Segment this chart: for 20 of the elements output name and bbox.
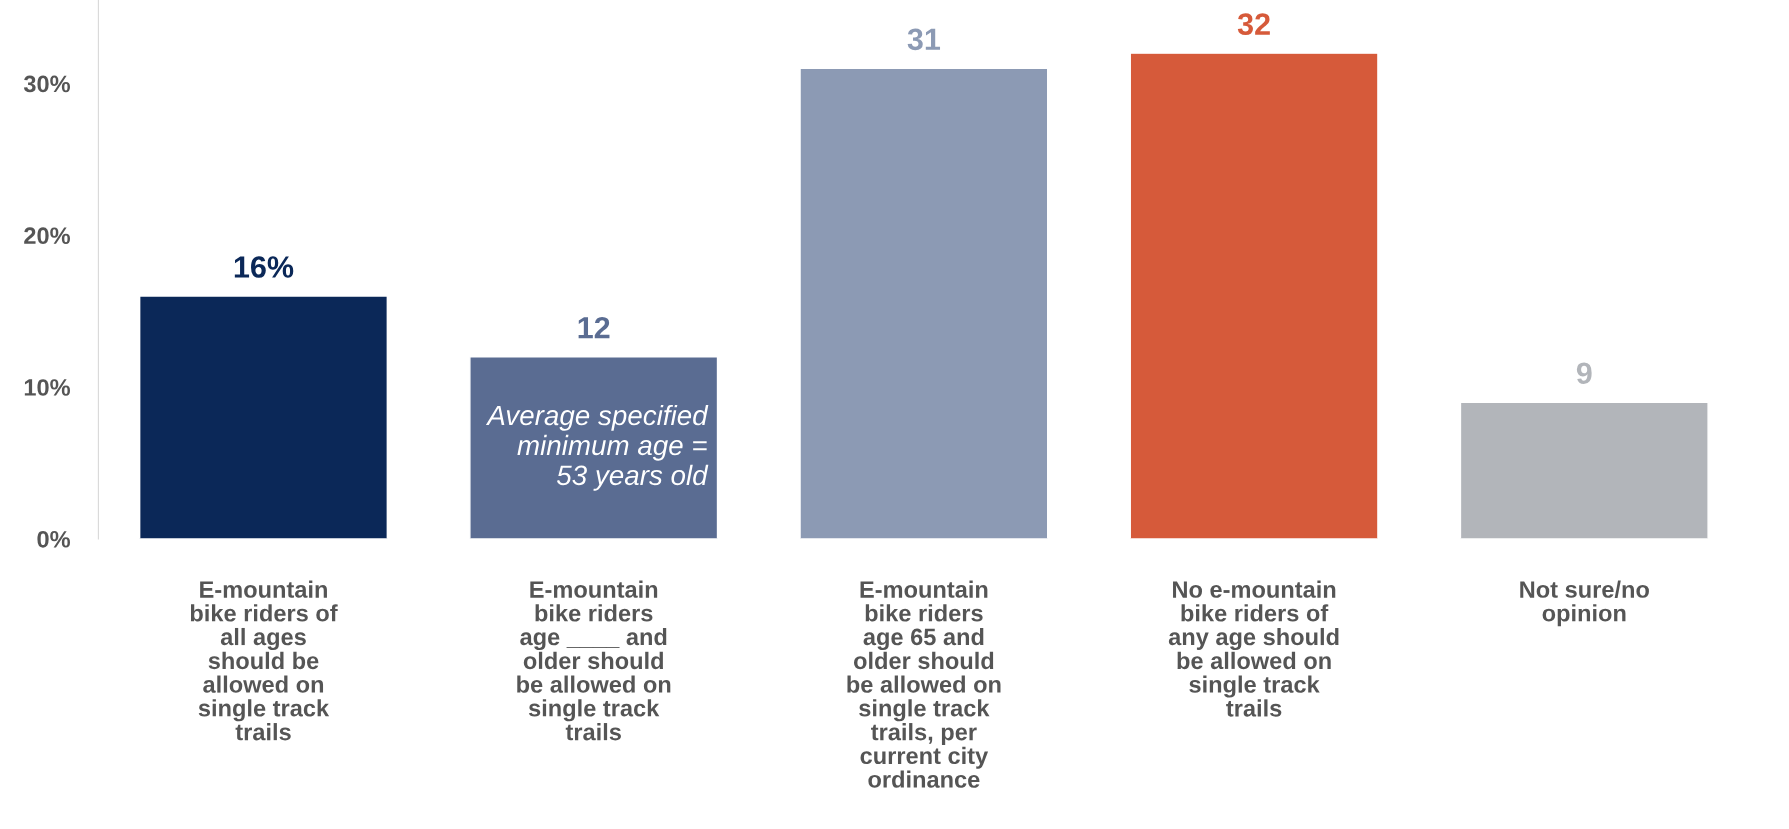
bar — [1129, 52, 1379, 539]
category-label: E-mountain bike riders age 65 and older should be allowed on single track trails, per current city ordinance — [847, 580, 1001, 788]
data-label: 32 — [1237, 13, 1270, 35]
bar — [469, 356, 719, 539]
y-tick-label: 10% — [24, 379, 70, 396]
data-label: 9 — [1576, 362, 1592, 385]
bar — [138, 295, 389, 539]
y-tick-label: 30% — [23, 75, 70, 93]
data-label: 12 — [578, 316, 610, 339]
x-tick-label: Not sure/no opinion — [1520, 580, 1649, 627]
x-tick-label: E-mountain bike riders of all ages should be allowed on single track trails — [190, 580, 338, 741]
x-tick-label: No e-mountain bike riders of any age should be allowed on single track trails — [1168, 580, 1339, 717]
y-tick-label: 0% — [37, 530, 70, 548]
annotation: Average specified minimum age = 53 years old — [485, 404, 709, 491]
y-tick-label: 20% — [24, 227, 70, 245]
bar — [799, 67, 1049, 539]
data-label: 16% — [234, 256, 294, 278]
bar — [1459, 401, 1709, 539]
data-label: 31 — [907, 28, 941, 51]
x-tick-label: E-mountain bike riders age ____ and older should be allowed on single track trails — [517, 580, 671, 741]
